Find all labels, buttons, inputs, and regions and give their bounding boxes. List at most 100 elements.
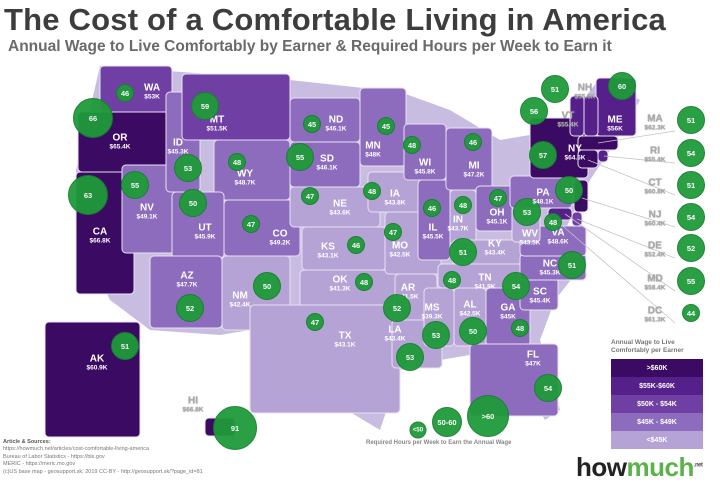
state-abbr: KY [488, 238, 502, 250]
state-wage: $55.6K [574, 92, 596, 100]
state-label-ms: MS $39.3K [422, 303, 443, 320]
state-label-nd: ND $46.1K [326, 115, 347, 132]
state-wage: $42.5K [459, 309, 481, 317]
state-wage: $41.3K [329, 284, 351, 292]
hours-bubble-ut: 50 [179, 189, 207, 217]
hours-legend-gt60: >60 [467, 395, 509, 437]
state-wage: $43.7K [447, 224, 469, 232]
state-wage: $39.3K [421, 312, 443, 320]
state-wage: $45.3K [167, 147, 189, 155]
hours-bubble-wy: 48 [228, 153, 246, 171]
state-wage: $60.8K [644, 187, 666, 195]
state-label-ny: NY $64.5K [565, 144, 586, 161]
legend-item-lt45: <$45K [611, 431, 703, 449]
state-co [223, 199, 301, 257]
hours-bubble-ks: 46 [347, 236, 365, 254]
state-label-vt: VT $55.4K [558, 111, 579, 128]
state-label-tn: TN $41.9K [475, 273, 496, 290]
hours-legend-lt50: <50 [409, 421, 427, 439]
state-wage: $43.4K [384, 334, 406, 342]
state-label-nj: NJ $60.4K [645, 210, 666, 227]
state-label-ia: IA $43.8K [385, 189, 406, 206]
state-label-mo: MO $42.5K [390, 241, 411, 258]
state-wage: $60.9K [86, 363, 108, 371]
state-label-ct: CT $60.8K [645, 178, 666, 195]
state-abbr: CT [648, 177, 662, 189]
hours-bubble-md: 55 [677, 267, 705, 295]
state-abbr: VT [561, 110, 575, 122]
state-wage: $53K [144, 92, 160, 100]
state-abbr: AZ [180, 270, 194, 282]
state-wage: $46.1K [316, 163, 338, 171]
state-abbr: ME [607, 114, 623, 126]
hours-bubble-mt: 59 [191, 92, 219, 120]
hours-bubble-pa: 50 [555, 176, 583, 204]
hours-bubble-fl: 54 [534, 374, 562, 402]
source-link[interactable]: https://howmuch.net/articles/cost-comfor… [3, 446, 150, 453]
state-label-md: MD $58.4K [645, 274, 666, 291]
hours-bubble-ne: 47 [301, 187, 319, 205]
state-abbr: WI [418, 157, 432, 169]
state-wage: $41.9K [474, 282, 496, 290]
state-label-fl: FL $47K [525, 350, 541, 367]
hours-bubble-wi: 48 [403, 136, 421, 154]
state-abbr: ID [173, 137, 183, 149]
leader-line [557, 221, 676, 324]
state-label-dc: DC $61.3K [645, 306, 666, 323]
source-bls: Bureau of Labor Statistics - https://bls… [3, 453, 105, 460]
state-label-id: ID $45.3K [168, 138, 189, 155]
state-label-wy: WY $48.7K [235, 169, 256, 186]
state-abbr: IA [390, 188, 400, 200]
state-label-co: CO $49.2K [270, 229, 291, 246]
state-abbr: DE [648, 240, 662, 252]
state-abbr: IN [453, 214, 463, 226]
state-label-ok: OK $41.3K [330, 275, 351, 292]
legend-item-45-49: $45K - $49K [611, 413, 703, 431]
state-abbr: TX [338, 330, 352, 342]
state-abbr: MT [209, 114, 225, 126]
state-wa [99, 65, 173, 113]
hours-bubble-ga: 48 [511, 319, 529, 337]
state-abbr: NY [568, 143, 582, 155]
hours-bubble-il: 46 [423, 199, 441, 217]
state-label-ky: KY $43.4K [485, 239, 506, 256]
state-ks [301, 226, 387, 271]
state-wage: $45K [500, 312, 516, 320]
state-abbr: MA [647, 113, 663, 125]
state-wage: $55.4K [557, 120, 579, 128]
state-wage: $43.1K [317, 251, 339, 259]
hours-bubble-me: 60 [608, 72, 636, 100]
state-label-oh: OH $45.1K [487, 208, 508, 225]
state-abbr: NE [333, 198, 347, 210]
state-ct [577, 149, 599, 169]
state-abbr: DC [647, 305, 663, 317]
hours-bubble-ny: 57 [529, 141, 557, 169]
state-abbr: CA [92, 226, 108, 238]
state-label-il: IL $45.5K [423, 223, 444, 240]
state-abbr: WY [236, 168, 254, 180]
hours-bubble-nj: 54 [677, 203, 705, 231]
wage-legend: >$60K $55K-$60K $50K - $54K $45K - $49K … [611, 359, 703, 449]
state-label-me: ME $56K [607, 115, 623, 132]
hours-bubble-ok: 48 [355, 273, 373, 291]
state-label-nh: NH $55.6K [575, 83, 596, 100]
state-wage: $47.2K [463, 170, 485, 178]
state-wage: $45.5K [422, 232, 444, 240]
state-wage: $51.5K [206, 124, 228, 132]
state-abbr: UT [198, 222, 212, 234]
state-wage: $45.4K [529, 296, 551, 304]
state-wage: $49.1K [136, 212, 158, 220]
state-abbr: NJ [648, 209, 662, 221]
leader-line [597, 130, 676, 144]
state-label-wa: WA $53K [144, 83, 160, 100]
state-label-wi: WI $45.8K [415, 158, 436, 175]
state-wage: $52.4K [644, 250, 666, 258]
hours-bubble-in: 48 [454, 196, 472, 214]
hours-bubble-id: 53 [174, 154, 202, 182]
legend-item-gt60: >$60K [611, 359, 703, 377]
state-label-al: AL $42.5K [460, 300, 481, 317]
hours-bubble-hi: 91 [213, 406, 257, 450]
state-label-pa: PA $48.1K [533, 188, 554, 205]
state-vt [569, 95, 585, 137]
hours-bubble-vt: 56 [520, 97, 548, 125]
